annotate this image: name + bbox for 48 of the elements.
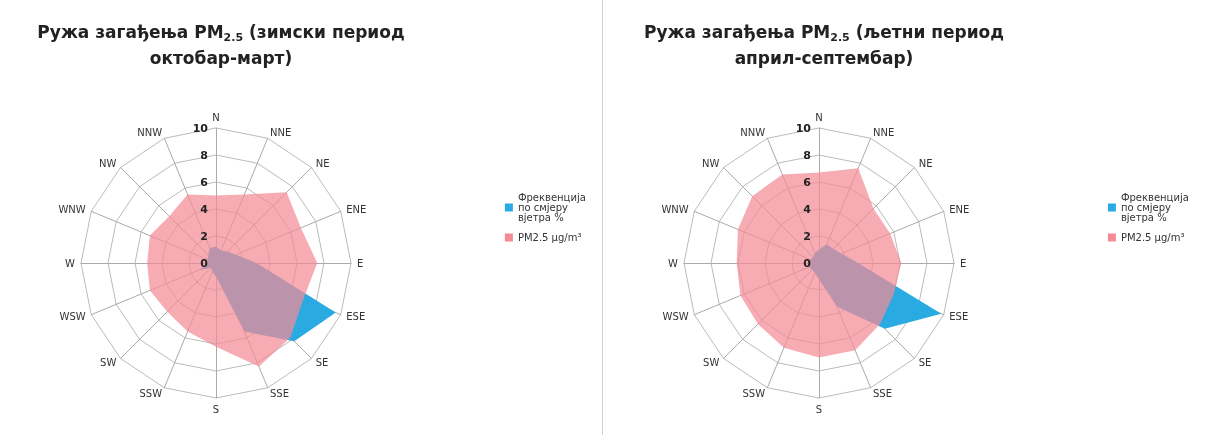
spoke-label: E	[960, 257, 967, 269]
spoke-label: S	[212, 403, 220, 415]
spoke-label: SE	[918, 357, 932, 369]
spoke-label: WNW	[58, 203, 86, 215]
y-tick-label: 0	[803, 256, 812, 270]
spoke-label: ESE	[346, 311, 366, 323]
y-tick-label: 2	[200, 229, 208, 243]
spoke-label: SSW	[742, 387, 766, 399]
spoke-label: NNE	[269, 127, 292, 139]
spoke-label: NNE	[872, 127, 895, 139]
y-tick-label: 4	[803, 202, 812, 216]
y-tick-label: 10	[795, 121, 812, 135]
spoke-label: WNW	[661, 203, 689, 215]
spoke-label: N	[815, 111, 823, 123]
spoke-label: ENE	[346, 203, 367, 215]
spoke-label: SE	[315, 357, 329, 369]
spoke-label: NNW	[740, 127, 766, 139]
spoke-label: SSW	[139, 387, 163, 399]
y-tick-label: 2	[803, 229, 811, 243]
y-tick-label: 8	[803, 148, 811, 162]
spoke-label: SW	[703, 357, 720, 369]
y-tick-label: 10	[192, 121, 209, 135]
spoke-label: W	[668, 257, 679, 269]
spoke-label: W	[65, 257, 76, 269]
spoke-label: NE	[315, 157, 330, 169]
spoke-label: ESE	[949, 311, 969, 323]
spoke-label: E	[357, 257, 364, 269]
y-tick-label: 6	[803, 175, 812, 189]
spoke-label: NE	[918, 157, 933, 169]
legend-label: Фреквенција по смјеру вјетра %	[1120, 192, 1192, 223]
spoke-label: NW	[98, 157, 117, 169]
spoke-label: ENE	[949, 203, 970, 215]
spoke-label: WSW	[59, 311, 86, 323]
spoke-label: SSE	[269, 387, 289, 399]
legend-label: Фреквенција по смјеру вјетра %	[517, 192, 589, 223]
y-tick-label: 8	[200, 148, 208, 162]
y-tick-label: 4	[200, 202, 209, 216]
spoke-label: NNW	[137, 127, 163, 139]
legend-label: PM2.5 µg/m³	[1120, 232, 1185, 243]
spoke-label: NW	[701, 157, 720, 169]
spoke-label: SSE	[872, 387, 892, 399]
spoke-label: SW	[100, 357, 117, 369]
spoke-label: WSW	[662, 311, 689, 323]
y-tick-label: 0	[200, 256, 209, 270]
legend-label: PM2.5 µg/m³	[517, 232, 582, 243]
y-tick-label: 6	[200, 175, 209, 189]
spoke-label: S	[815, 403, 823, 415]
spoke-label: N	[212, 111, 220, 123]
